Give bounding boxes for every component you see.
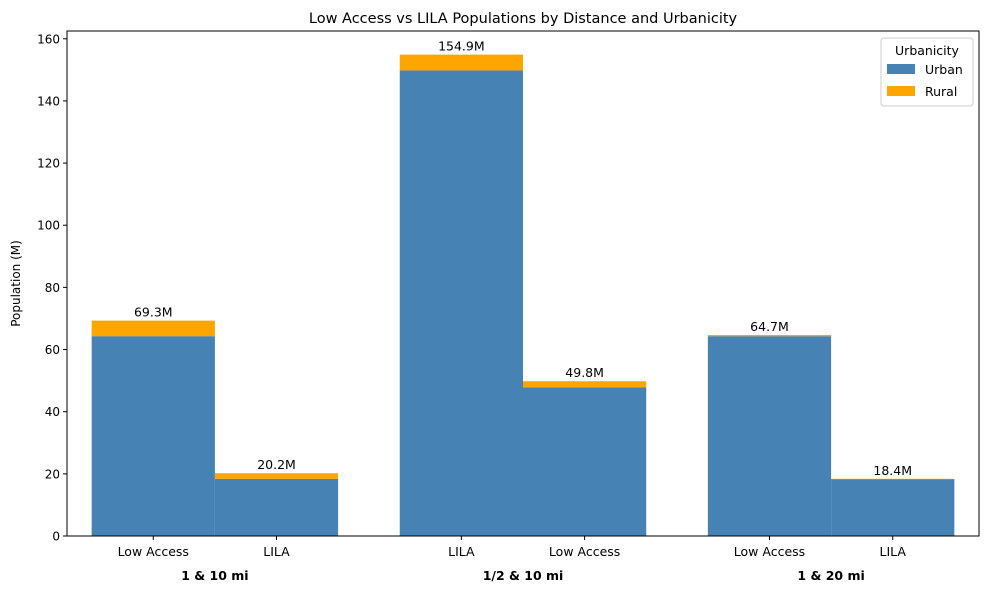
- y-tick-label: 80: [45, 281, 60, 295]
- legend-title: Urbanicity: [895, 43, 960, 58]
- y-tick-label: 20: [45, 467, 60, 481]
- bar-rural: [708, 335, 831, 336]
- bar-rural: [215, 473, 338, 479]
- chart-title: Low Access vs LILA Populations by Distan…: [309, 11, 738, 27]
- legend: Urbanicity Urban Rural: [881, 38, 973, 106]
- x-tick-label: LILA: [880, 544, 907, 559]
- bar-total-label: 20.2M: [257, 457, 296, 472]
- bar-urban: [523, 387, 646, 536]
- y-tick-label: 160: [37, 32, 60, 46]
- y-tick-label: 60: [45, 343, 60, 357]
- bar-urban: [831, 479, 954, 536]
- bar-total-label: 64.7M: [750, 319, 789, 334]
- legend-label: Urban: [925, 62, 963, 77]
- bar-total-label: 49.8M: [565, 365, 604, 380]
- bar-urban: [215, 479, 338, 536]
- x-tick-label: LILA: [263, 544, 290, 559]
- bar-rural: [92, 321, 215, 337]
- bar-total-label: 69.3M: [134, 305, 173, 320]
- bar-urban: [708, 336, 831, 536]
- group-label: 1/2 & 10 mi: [483, 568, 564, 583]
- bar-urban: [92, 336, 215, 536]
- bar-rural: [523, 381, 646, 387]
- x-tick-label: LILA: [448, 544, 475, 559]
- legend-swatch: [887, 86, 915, 96]
- y-tick-label: 40: [45, 405, 60, 419]
- bar-rural: [400, 55, 523, 71]
- plot-area: 0 20 40 60 80 100 120 140 160 69.3M Low Access 20.2…: [37, 32, 954, 583]
- y-tick-label: 100: [37, 219, 60, 233]
- group-label: 1 & 20 mi: [797, 568, 864, 583]
- y-tick-label: 0: [52, 530, 60, 544]
- y-tick-label: 120: [37, 157, 60, 171]
- x-tick-label: Low Access: [549, 544, 620, 559]
- bar-total-label: 18.4M: [873, 463, 912, 478]
- x-tick-label: Low Access: [118, 544, 189, 559]
- y-axis-label: Population (M): [9, 240, 23, 327]
- legend-label: Rural: [925, 84, 957, 99]
- x-tick-label: Low Access: [734, 544, 805, 559]
- bar-total-label: 154.9M: [438, 39, 485, 54]
- y-tick-label: 140: [37, 94, 60, 108]
- bar-urban: [400, 70, 523, 536]
- group-label: 1 & 10 mi: [181, 568, 248, 583]
- legend-swatch: [887, 64, 915, 74]
